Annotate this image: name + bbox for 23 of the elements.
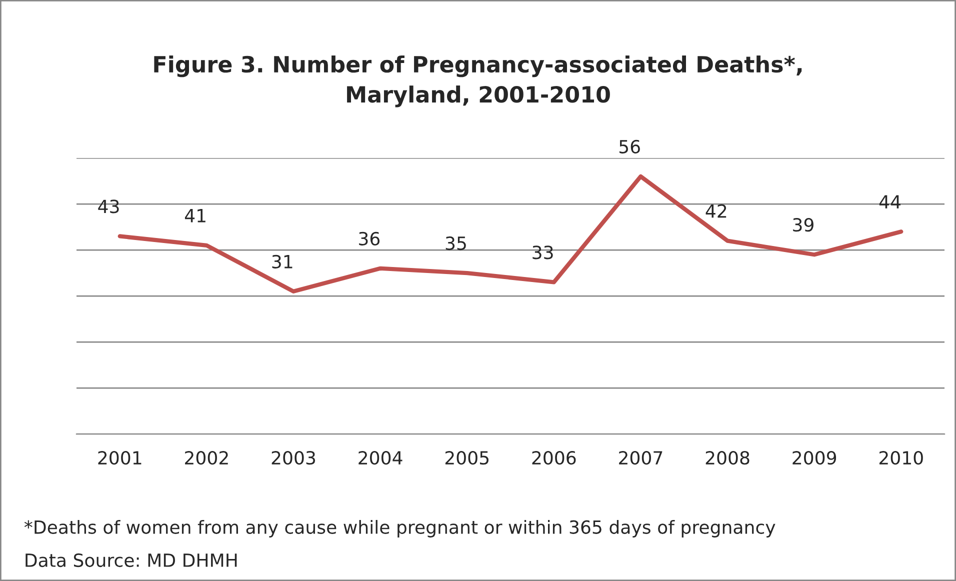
x-tick-label: 2009	[792, 450, 836, 465]
data-label: 41	[184, 209, 206, 222]
x-tick-label: 2003	[272, 450, 316, 465]
data-label: 33	[532, 246, 553, 260]
data-label: 42	[706, 204, 726, 218]
x-tick-label: 2005	[445, 450, 488, 465]
source-note: Data Source: MD DHMH	[26, 553, 237, 568]
x-tick-label: 2002	[185, 450, 228, 465]
x-tick-label: 2010	[879, 450, 923, 465]
x-tick-label: 2004	[358, 450, 402, 465]
x-tick-label: 2001	[98, 450, 142, 465]
chart-title: Figure 3. Number of Pregnancy-associated Deaths*, Maryland, 2001-2010	[154, 55, 802, 108]
text: *Deaths of women from any cause while pregnant or within 365 days of pregnancy	[24, 520, 776, 538]
x-tick-label: 2006	[532, 450, 576, 465]
data-label: 56	[620, 140, 640, 154]
data-label: 31	[272, 254, 292, 268]
data-label: 36	[359, 232, 380, 246]
x-tick-label: 2007	[619, 450, 662, 465]
data-label: 43	[98, 200, 119, 214]
data-label: 35	[446, 236, 466, 250]
data-label: 44	[879, 195, 900, 208]
x-tick-label: 2008	[706, 450, 750, 465]
data-label: 39	[793, 218, 814, 232]
